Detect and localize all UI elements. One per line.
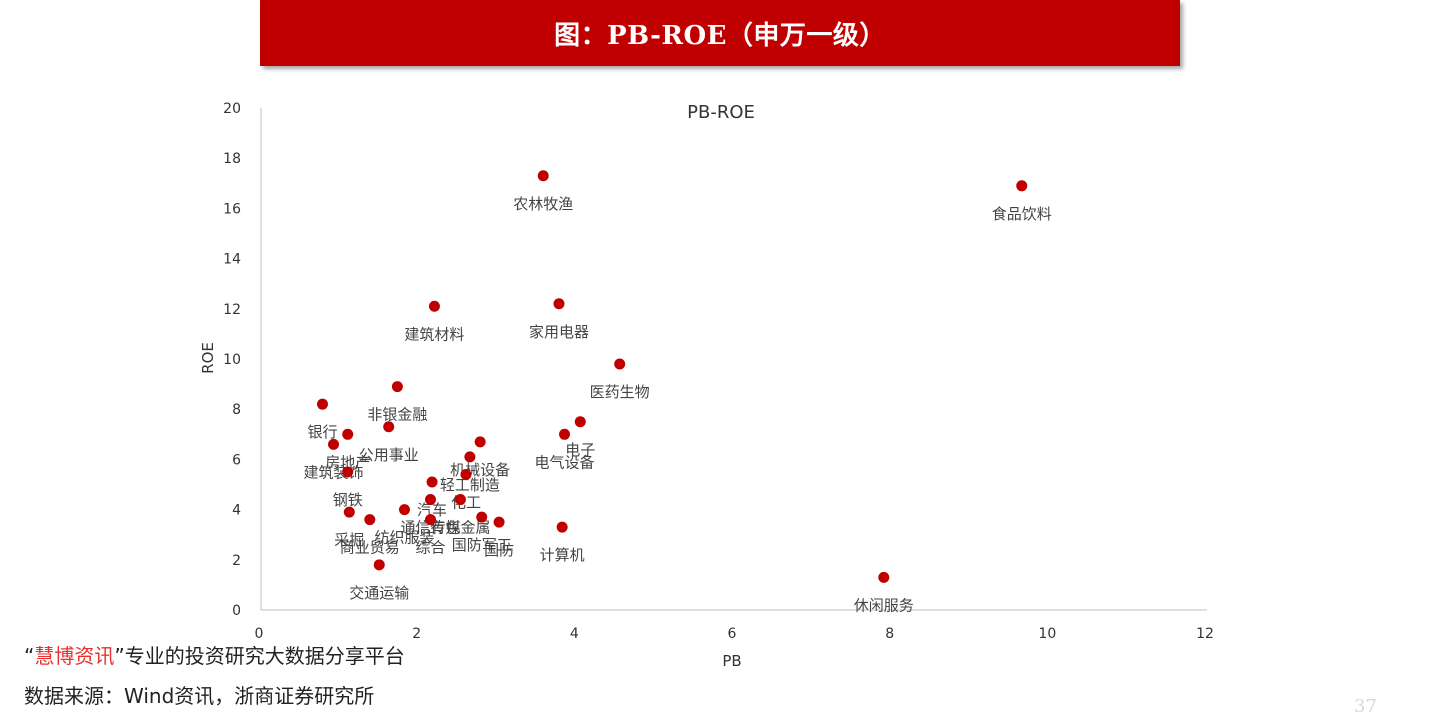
scatter-point [342, 428, 354, 440]
point-label: 钢铁 [333, 491, 363, 509]
x-tick-label: 2 [412, 626, 421, 642]
y-tick-label: 10 [223, 352, 241, 368]
point-label: 计算机 [540, 546, 585, 564]
chart-marks: 农林牧渔食品饮料建筑材料 家用电器医药生物非银金融银行电子公用事业 电气设备房地产机… [304, 170, 1052, 614]
scatter-point [878, 571, 890, 583]
scatter-point [454, 494, 466, 506]
scatter-point [1016, 180, 1028, 192]
point-label: 休闲服务 [854, 596, 914, 614]
scatter-point [464, 451, 476, 463]
x-axis-label: PB [722, 652, 741, 670]
scatter-point [424, 494, 436, 506]
y-tick-label: 8 [232, 402, 241, 418]
point-label: 有色金属 [430, 519, 490, 537]
slogan-text: 专业的投资研究大数据分享平台 [124, 644, 405, 668]
banner-title: 图：PB-ROE（申万一级） [554, 20, 886, 51]
scatter-point [493, 516, 505, 528]
point-label: 农林牧渔 [513, 195, 573, 213]
scatter-point [364, 514, 376, 526]
scatter-point [373, 559, 385, 571]
scatter-point [460, 468, 472, 480]
point-label: 家用电器 [529, 323, 589, 341]
x-tick-label: 8 [885, 626, 894, 642]
scatter-point [428, 300, 440, 312]
brand-quote-open: “ [24, 644, 35, 668]
point-label: 医药生物 [590, 383, 650, 401]
point-label: 商业贸易 [340, 539, 400, 557]
page-number: 37 [1354, 696, 1377, 717]
x-tick-label: 12 [1196, 626, 1214, 642]
scatter-point [556, 521, 568, 533]
brand-quote-close: ” [114, 644, 125, 668]
point-label: 建筑材料 [404, 325, 464, 343]
chart-ticks: 0 2 4 6 8 10 12 14 16 18 20 0 2 4 6 8 10 12 [223, 101, 1214, 642]
y-tick-label: 20 [223, 101, 241, 117]
point-label: 纺织服装 [374, 529, 434, 547]
point-label: 综合 [415, 539, 445, 557]
scatter-point [316, 398, 328, 410]
point-label: 轻工制造 [440, 476, 500, 494]
scatter-point [383, 421, 395, 433]
point-label: 电气设备 [535, 453, 595, 471]
scatter-point [426, 476, 438, 488]
point-label: 采掘 [334, 531, 364, 549]
scatter-point [559, 428, 571, 440]
y-axis-label: ROE [199, 342, 217, 374]
scatter-point [537, 170, 549, 182]
scatter-point [614, 358, 626, 370]
point-label: 公用事业 [359, 446, 419, 464]
x-tick-label: 10 [1038, 626, 1056, 642]
title-banner: 图：PB-ROE（申万一级） [260, 0, 1180, 66]
y-tick-label: 0 [232, 603, 241, 619]
y-tick-label: 2 [232, 553, 241, 569]
scatter-point [328, 438, 340, 450]
y-tick-label: 12 [223, 302, 241, 318]
data-source: 数据来源：Wind资讯，浙商证券研究所 [24, 684, 375, 708]
scatter-point [553, 298, 565, 310]
point-label: 食品饮料 [992, 205, 1052, 223]
point-label: 汽车 [417, 501, 447, 519]
scatter-point [474, 436, 486, 448]
point-label: 银行 [307, 423, 337, 441]
y-tick-label: 14 [223, 252, 241, 268]
x-tick-label: 6 [728, 626, 737, 642]
scatter-point [342, 466, 354, 478]
footer-slogan: “慧博资讯”专业的投资研究大数据分享平台 [24, 640, 405, 669]
point-label: 通信传媒 [400, 519, 460, 537]
point-label: 化工 [451, 493, 481, 511]
point-label: 电子 [565, 441, 595, 459]
point-label: 国防 [484, 541, 514, 559]
point-label: 建筑装饰 [304, 463, 364, 481]
brand-name: 慧博资讯 [34, 644, 115, 668]
scatter-point [476, 511, 488, 523]
scatter-point [398, 504, 410, 516]
chart-title: PB-ROE [687, 102, 755, 123]
point-label: 房地产 [325, 453, 370, 471]
scatter-point [424, 514, 436, 526]
scatter-point [574, 416, 586, 428]
y-tick-label: 4 [232, 503, 241, 519]
y-tick-label: 16 [223, 201, 241, 217]
y-tick-label: 18 [223, 151, 241, 167]
scatter-point [391, 381, 403, 393]
chart-axes [260, 108, 1207, 611]
x-tick-label: 4 [570, 626, 579, 642]
point-label: 交通运输 [349, 584, 409, 602]
y-tick-label: 6 [232, 452, 241, 468]
x-tick-label: 0 [255, 626, 264, 642]
scatter-point [343, 506, 355, 518]
point-label: 非银金融 [367, 406, 427, 424]
point-label: 国防军工 [452, 536, 512, 554]
